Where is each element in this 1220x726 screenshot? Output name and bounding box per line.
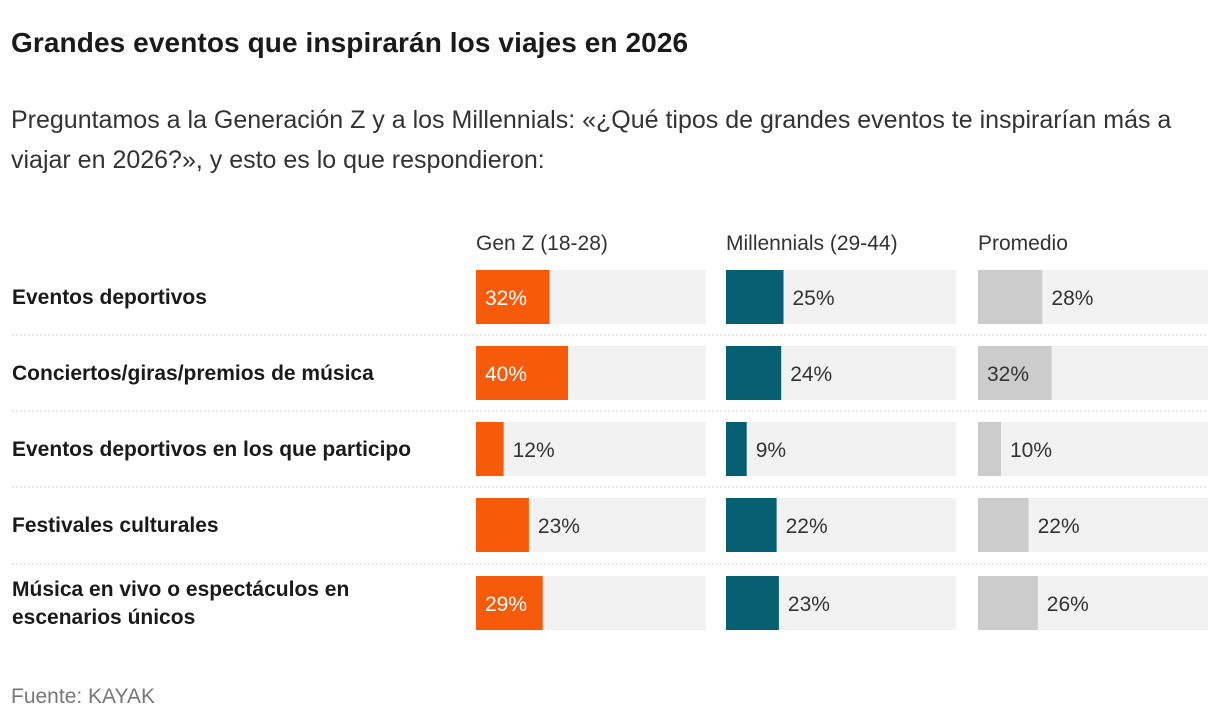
- bar-genz: [476, 346, 568, 400]
- series-label-promedio: Promedio: [978, 232, 1068, 255]
- data-label-genz: 40%: [485, 363, 527, 386]
- bar-genz: [476, 498, 529, 552]
- data-label-promedio: 26%: [1047, 593, 1089, 616]
- bar-track: [726, 422, 956, 476]
- source-note: Fuente: KAYAK: [11, 685, 155, 708]
- bar-promedio: [978, 498, 1029, 552]
- category-label: Música en vivo o espectáculos en: [12, 578, 349, 601]
- series-label-millennials: Millennials (29-44): [726, 232, 898, 255]
- chart-subtitle: Preguntamos a la Generación Z y a los Mi…: [11, 106, 1172, 174]
- data-label-genz: 32%: [485, 287, 527, 310]
- data-label-millennials: 24%: [790, 363, 832, 386]
- bar-millennials: [726, 498, 777, 552]
- bar-millennials: [726, 422, 747, 476]
- bar-track: [476, 422, 706, 476]
- bar-millennials: [726, 346, 782, 400]
- data-label-millennials: 23%: [788, 593, 830, 616]
- bar-promedio: [978, 576, 1038, 630]
- bar-millennials: [726, 576, 779, 630]
- data-label-promedio: 22%: [1038, 515, 1080, 538]
- category-label: Eventos deportivos en los que participo: [12, 438, 411, 461]
- category-label: escenarios únicos: [12, 606, 195, 629]
- bar-promedio: [978, 270, 1043, 324]
- bar-genz: [476, 576, 543, 630]
- bar-promedio: [978, 346, 1052, 400]
- bar-genz: [476, 422, 504, 476]
- data-label-millennials: 22%: [786, 515, 828, 538]
- bar-millennials: [726, 270, 784, 324]
- bar-track: [978, 422, 1208, 476]
- data-label-promedio: 28%: [1051, 287, 1093, 310]
- category-label: Conciertos/giras/premios de música: [12, 362, 374, 385]
- chart-title: Grandes eventos que inspirarán los viaje…: [11, 27, 689, 58]
- data-label-genz: 23%: [538, 515, 580, 538]
- data-label-promedio: 32%: [987, 363, 1029, 386]
- data-label-millennials: 9%: [756, 439, 786, 462]
- data-label-millennials: 25%: [793, 287, 835, 310]
- category-label: Eventos deportivos: [12, 286, 207, 309]
- series-label-genz: Gen Z (18-28): [476, 232, 608, 255]
- category-label: Festivales culturales: [12, 514, 219, 537]
- data-label-genz: 29%: [485, 593, 527, 616]
- bar-genz: [476, 270, 550, 324]
- data-label-genz: 12%: [513, 439, 555, 462]
- data-label-promedio: 10%: [1010, 439, 1052, 462]
- bar-promedio: [978, 422, 1001, 476]
